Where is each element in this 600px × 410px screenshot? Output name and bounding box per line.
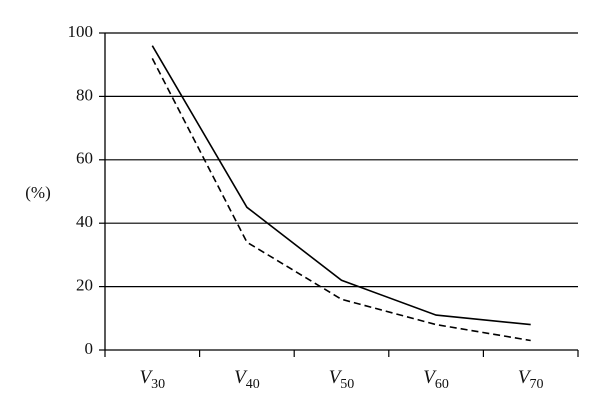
y-tick-label: 100 [68, 22, 94, 41]
y-axis-label: (%) [25, 183, 50, 202]
x-tick-label: V60 [423, 367, 449, 392]
solid-series-line [151, 45, 531, 326]
gridlines [105, 32, 578, 288]
y-tick-label: 80 [76, 85, 93, 104]
y-tick-label: 20 [76, 276, 93, 295]
x-tick-label: V50 [329, 367, 355, 392]
axes [99, 32, 579, 357]
dashed-series-line [151, 58, 531, 342]
y-tick-label: 60 [76, 149, 93, 168]
y-tick-label: 0 [85, 339, 94, 358]
x-tick-labels: V30 V40 V50 V60 V70 [139, 367, 543, 392]
x-tick-label: V30 [139, 367, 165, 392]
x-tick-label: V70 [518, 367, 544, 392]
x-tick-label: V40 [234, 367, 260, 392]
series-lines [151, 45, 531, 342]
y-tick-labels: 0 20 40 60 80 100 [68, 22, 94, 358]
y-tick-label: 40 [76, 212, 93, 231]
